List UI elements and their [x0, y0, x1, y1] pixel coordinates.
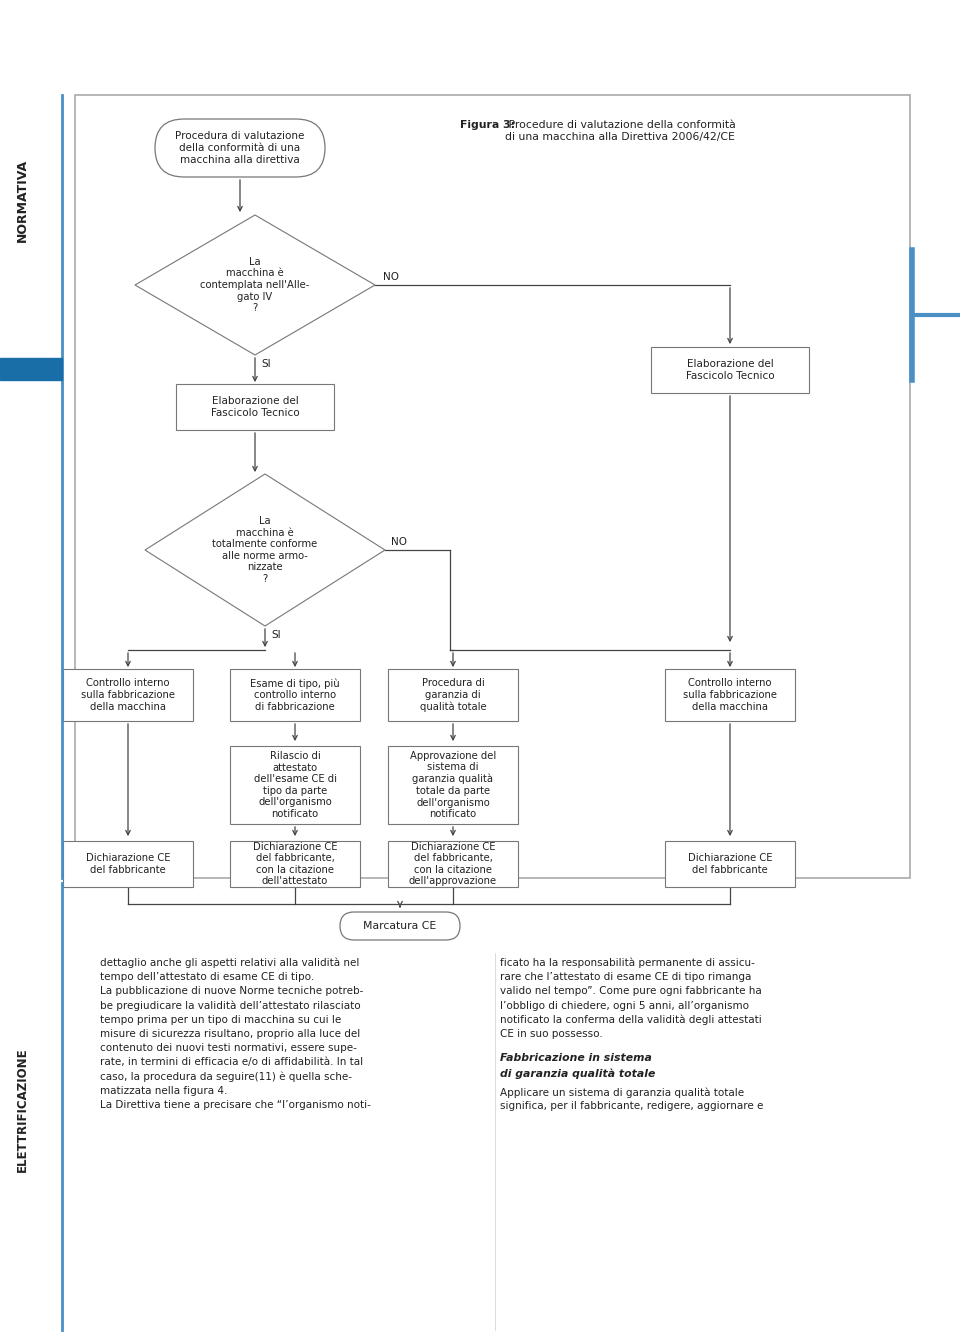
Text: SI: SI — [271, 630, 280, 640]
Text: valido nel tempo”. Come pure ogni fabbricante ha: valido nel tempo”. Come pure ogni fabbri… — [500, 987, 761, 996]
Polygon shape — [145, 475, 385, 626]
Text: tempo prima per un tipo di macchina su cui le: tempo prima per un tipo di macchina su c… — [100, 1015, 341, 1024]
Text: Dichiarazione CE
del fabbricante: Dichiarazione CE del fabbricante — [687, 853, 772, 874]
Text: Elaborazione del
Fascicolo Tecnico: Elaborazione del Fascicolo Tecnico — [685, 360, 775, 381]
Text: dettaglio anche gli aspetti relativi alla validità nel: dettaglio anche gli aspetti relativi all… — [100, 959, 359, 968]
Text: Approvazione del
sistema di
garanzia qualità
totale da parte
dell'organismo
noti: Approvazione del sistema di garanzia qua… — [410, 750, 496, 820]
Bar — [230, 746, 360, 824]
Text: ELETTRIFICAZIONE: ELETTRIFICAZIONE — [15, 1048, 29, 1173]
Text: Elaborazione del
Fascicolo Tecnico: Elaborazione del Fascicolo Tecnico — [210, 396, 300, 417]
Text: Procedure di valutazione della conformità
di una macchina alla Direttiva 2006/42: Procedure di valutazione della conformit… — [505, 120, 735, 142]
Bar — [665, 841, 795, 886]
Text: Marcatura CE: Marcatura CE — [364, 921, 437, 931]
Text: caso, la procedura da seguire(11) è quella sche-: caso, la procedura da seguire(11) è quel… — [100, 1071, 352, 1082]
Bar — [63, 668, 193, 721]
Bar — [0, 358, 62, 380]
Text: CE in suo possesso.: CE in suo possesso. — [500, 1029, 603, 1039]
Text: Figura 3:: Figura 3: — [460, 120, 516, 130]
Text: contenuto dei nuovi testi normativi, essere supe-: contenuto dei nuovi testi normativi, ess… — [100, 1043, 357, 1054]
Text: Dichiarazione CE
del fabbricante,
con la citazione
dell'approvazione: Dichiarazione CE del fabbricante, con la… — [409, 841, 497, 886]
Text: La pubblicazione di nuove Norme tecniche potreb-: La pubblicazione di nuove Norme tecniche… — [100, 987, 364, 996]
Text: tempo dell’attestato di esame CE di tipo.: tempo dell’attestato di esame CE di tipo… — [100, 972, 314, 983]
Text: Controllo interno
sulla fabbricazione
della macchina: Controllo interno sulla fabbricazione de… — [683, 678, 777, 711]
Text: NO: NO — [383, 271, 399, 282]
FancyBboxPatch shape — [340, 912, 460, 940]
Text: Controllo interno
sulla fabbricazione
della macchina: Controllo interno sulla fabbricazione de… — [81, 678, 175, 711]
Text: rate, in termini di efficacia e/o di affidabilità. In tal: rate, in termini di efficacia e/o di aff… — [100, 1058, 363, 1067]
Bar — [176, 384, 334, 431]
Text: Procedura di valutazione
della conformità di una
macchina alla direttiva: Procedura di valutazione della conformit… — [176, 131, 304, 164]
Text: Applicare un sistema di garanzia qualità totale: Applicare un sistema di garanzia qualità… — [500, 1087, 744, 1098]
Text: NO: NO — [391, 537, 407, 547]
Bar — [0, 1290, 960, 1337]
Bar — [388, 746, 518, 824]
Text: di garanzia qualità totale: di garanzia qualità totale — [500, 1068, 656, 1079]
Bar — [665, 668, 795, 721]
Text: Procedura di
garanzia di
qualità totale: Procedura di garanzia di qualità totale — [420, 678, 487, 711]
Text: SI: SI — [261, 360, 271, 369]
Text: La Direttiva tiene a precisare che “l’organismo noti-: La Direttiva tiene a precisare che “l’or… — [100, 1100, 371, 1110]
Bar — [230, 841, 360, 886]
Bar — [230, 668, 360, 721]
Bar — [651, 348, 809, 393]
Text: La
macchina è
totalmente conforme
alle norme armo-
nizzate
?: La macchina è totalmente conforme alle n… — [212, 516, 318, 584]
Text: misure di sicurezza risultano, proprio alla luce del: misure di sicurezza risultano, proprio a… — [100, 1029, 360, 1039]
Text: matizzata nella figura 4.: matizzata nella figura 4. — [100, 1086, 228, 1096]
Text: be pregiudicare la validità dell’attestato rilasciato: be pregiudicare la validità dell’attesta… — [100, 1000, 361, 1011]
Text: Dichiarazione CE
del fabbricante: Dichiarazione CE del fabbricante — [85, 853, 170, 874]
Bar — [63, 841, 193, 886]
Bar — [75, 95, 910, 878]
Text: Esame di tipo, più
controllo interno
di fabbricazione: Esame di tipo, più controllo interno di … — [251, 678, 340, 711]
Bar — [388, 668, 518, 721]
Bar — [388, 841, 518, 886]
Text: NORMATIVA: NORMATIVA — [15, 159, 29, 242]
Text: l’obbligo di chiedere, ogni 5 anni, all’organismo: l’obbligo di chiedere, ogni 5 anni, all’… — [500, 1000, 749, 1011]
Text: rare che l’attestato di esame CE di tipo rimanga: rare che l’attestato di esame CE di tipo… — [500, 972, 752, 983]
Text: ficato ha la responsabilità permanente di assicu-: ficato ha la responsabilità permanente d… — [500, 959, 755, 968]
Polygon shape — [135, 215, 375, 356]
FancyBboxPatch shape — [155, 119, 325, 176]
Text: notificato la conferma della validità degli attestati: notificato la conferma della validità de… — [500, 1015, 761, 1025]
Text: Fabbricazione in sistema: Fabbricazione in sistema — [500, 1054, 652, 1063]
Text: significa, per il fabbricante, redigere, aggiornare e: significa, per il fabbricante, redigere,… — [500, 1102, 763, 1111]
Text: Rilascio di
attestato
dell'esame CE di
tipo da parte
dell'organismo
notificato: Rilascio di attestato dell'esame CE di t… — [253, 751, 337, 820]
Text: Dichiarazione CE
del fabbricante,
con la citazione
dell'attestato: Dichiarazione CE del fabbricante, con la… — [252, 841, 337, 886]
Text: La
macchina è
contemplata nell'Alle-
gato IV
?: La macchina è contemplata nell'Alle- gat… — [201, 257, 310, 313]
